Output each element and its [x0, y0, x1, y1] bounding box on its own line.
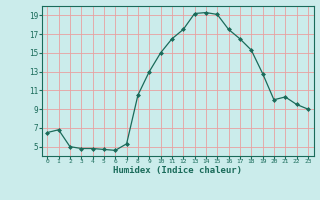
X-axis label: Humidex (Indice chaleur): Humidex (Indice chaleur) — [113, 166, 242, 175]
